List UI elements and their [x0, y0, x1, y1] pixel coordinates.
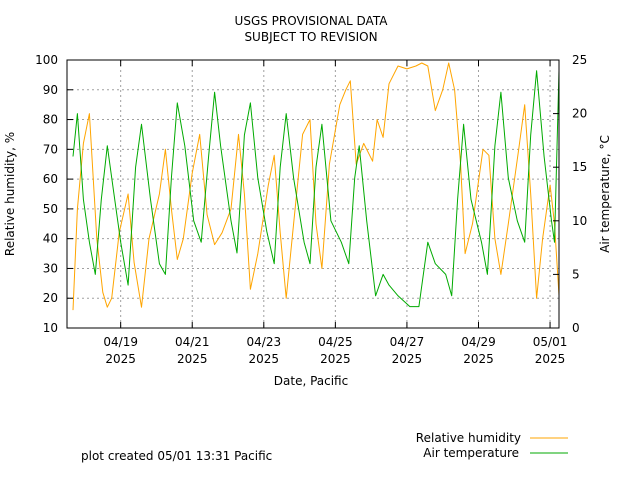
left-tick-label-90: 90: [43, 83, 58, 97]
right-tick-label-25: 25: [572, 53, 587, 67]
legend-item-humidity: Relative humidity: [416, 431, 568, 445]
x-tick-label-year-5: 2025: [463, 352, 494, 366]
right-tick-label-0: 0: [572, 321, 580, 335]
x-tick-label-year-0: 2025: [105, 352, 136, 366]
series-line-air-temperature: [72, 70, 560, 308]
left-tick-label-80: 80: [43, 113, 58, 127]
x-tick-label-date-3: 04/25: [318, 335, 353, 349]
x-tick-label-year-2: 2025: [249, 352, 280, 366]
left-tick-label-40: 40: [43, 232, 58, 246]
left-tick-label-60: 60: [43, 172, 58, 186]
right-axis-ticks: 0 5 10 15 20 25: [553, 53, 587, 335]
x-tick-label-date-6: 05/01: [533, 335, 568, 349]
x-tick-label-year-3: 2025: [320, 352, 351, 366]
x-tick-label-date-1: 04/21: [175, 335, 210, 349]
right-tick-label-10: 10: [572, 214, 587, 228]
right-axis-label: Air temperature, °C: [598, 135, 612, 253]
legend-label-relative-humidity: Relative humidity: [416, 431, 521, 445]
series-line-relative-humidity: [72, 62, 560, 311]
chart-title-line-2: SUBJECT TO REVISION: [244, 30, 377, 44]
left-tick-label-30: 30: [43, 261, 58, 275]
chart-title: USGS PROVISIONAL DATA SUBJECT TO REVISIO…: [235, 14, 389, 44]
x-axis-ticks: 04/19 2025 04/21 2025 04/23 2025 04/25 2025 04/2…: [103, 60, 567, 366]
series-layer: [72, 62, 560, 311]
x-tick-label-date-4: 04/27: [390, 335, 425, 349]
left-axis-label: Relative humidity, %: [3, 132, 17, 256]
legend: Relative humidity Air temperature: [416, 431, 568, 460]
x-tick-label-year-4: 2025: [392, 352, 423, 366]
left-tick-label-70: 70: [43, 142, 58, 156]
right-tick-label-5: 5: [572, 267, 580, 281]
grid-lines: [67, 60, 559, 328]
x-tick-label-year-6: 2025: [535, 352, 566, 366]
chart-title-line-1: USGS PROVISIONAL DATA: [235, 14, 389, 28]
left-tick-label-50: 50: [43, 202, 58, 216]
right-tick-label-15: 15: [572, 160, 587, 174]
left-tick-label-10: 10: [43, 321, 58, 335]
legend-label-air-temperature: Air temperature: [423, 446, 519, 460]
left-axis-ticks: 10 20 30 40 50 60 70 80 90 100: [35, 53, 73, 335]
x-tick-label-year-1: 2025: [177, 352, 208, 366]
x-tick-label-date-5: 04/29: [461, 335, 496, 349]
left-tick-label-20: 20: [43, 291, 58, 305]
plot-created-note: plot created 05/01 13:31 Pacific: [81, 449, 272, 463]
x-tick-label-date-0: 04/19: [103, 335, 138, 349]
x-axis-label: Date, Pacific: [274, 374, 348, 388]
right-tick-label-20: 20: [572, 107, 587, 121]
plot-frame: [66, 59, 560, 329]
legend-item-temperature: Air temperature: [423, 446, 568, 460]
left-tick-label-100: 100: [35, 53, 58, 67]
x-tick-label-date-2: 04/23: [247, 335, 282, 349]
